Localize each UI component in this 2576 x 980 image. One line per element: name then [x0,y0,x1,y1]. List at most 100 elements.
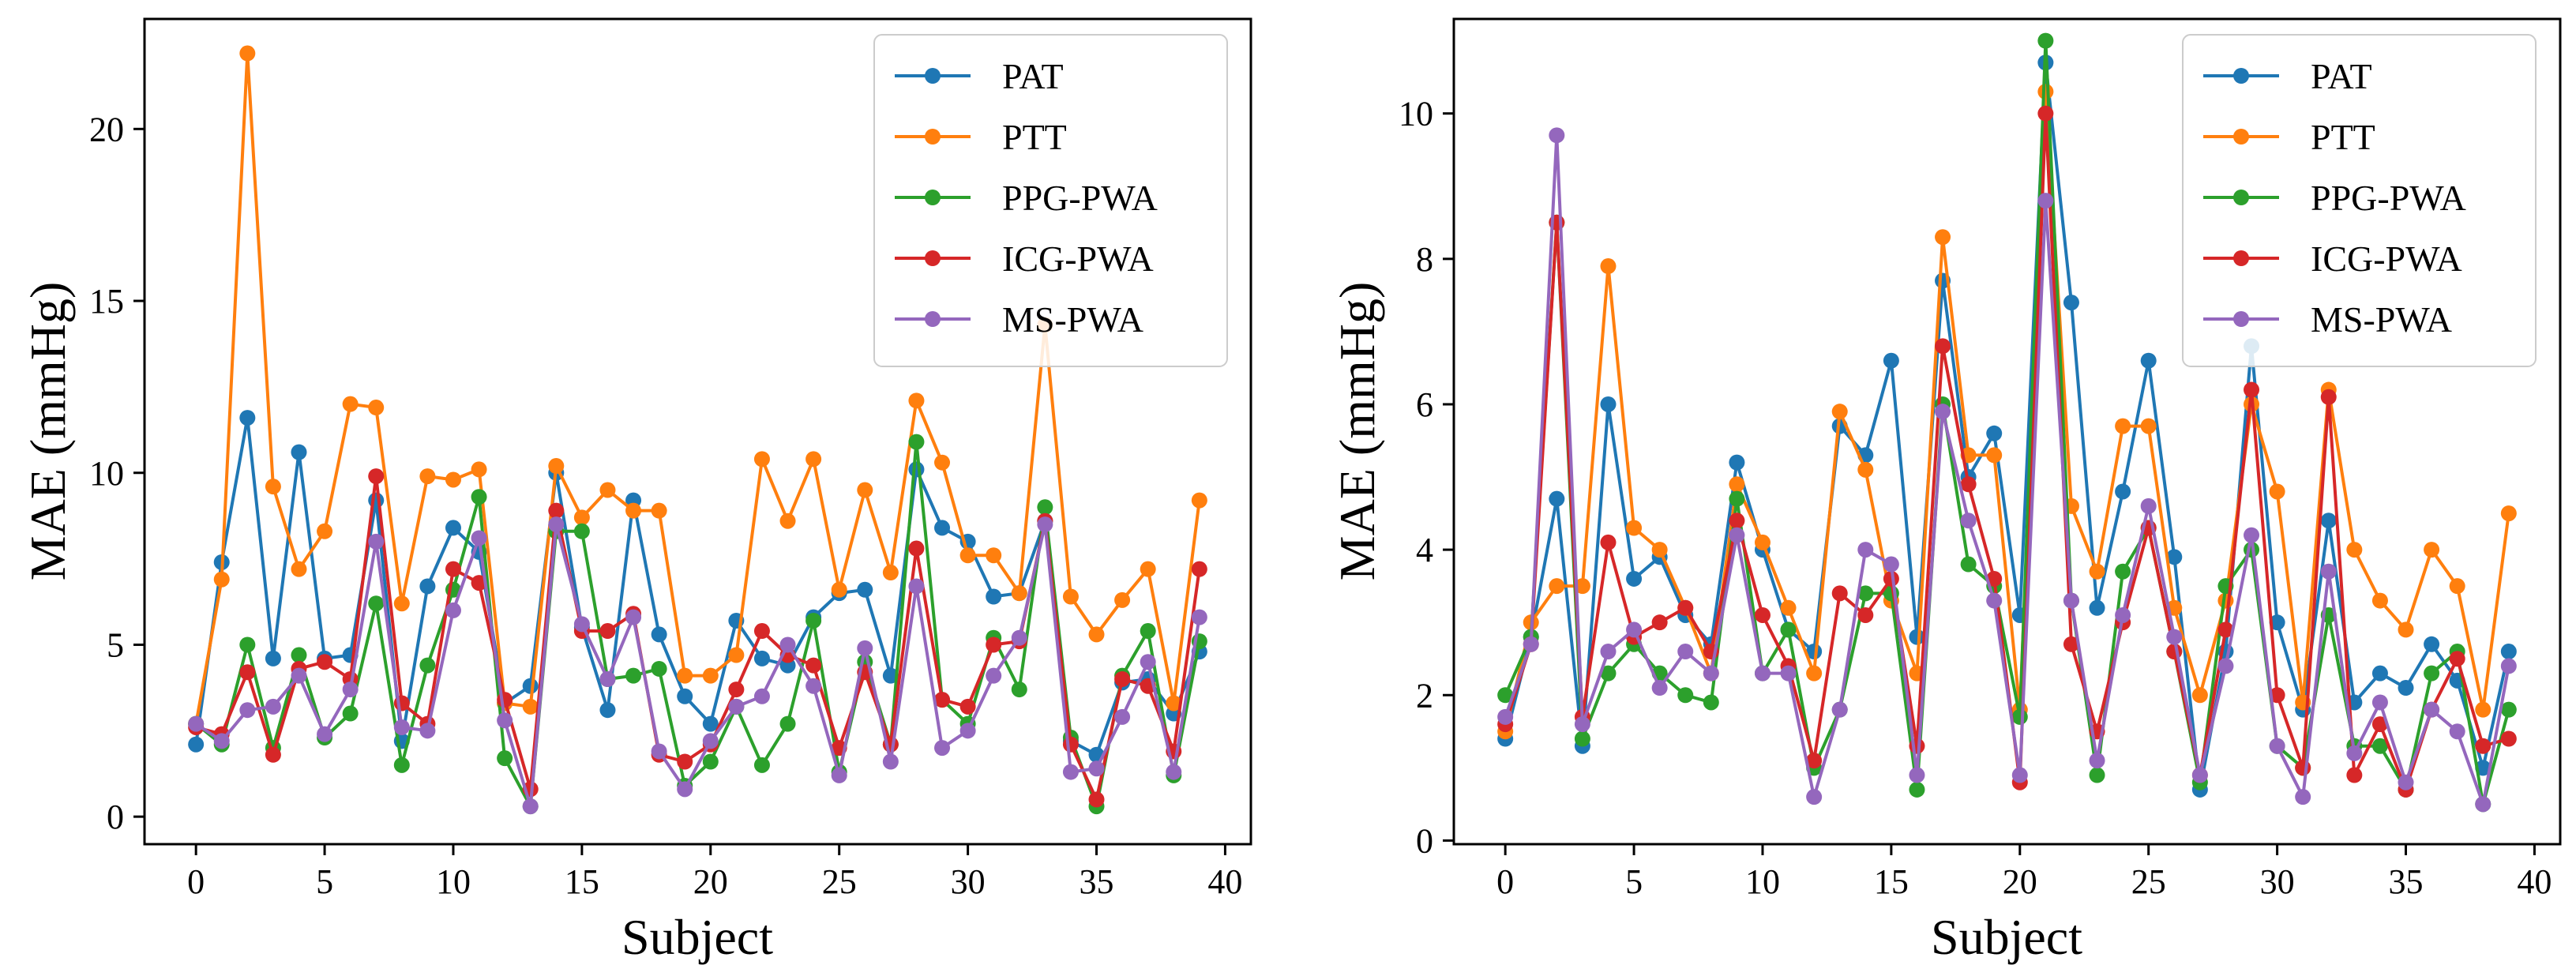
left-y-tick-label: 20 [89,110,124,148]
right-point-ptt [1626,520,1643,536]
left-series-layer [188,45,1207,815]
right-point-ms-pwa [1497,708,1514,725]
left-point-ptt [934,454,951,471]
left-x-tick-label: 25 [822,862,857,901]
right-point-ppg-pwa [1857,585,1874,602]
right-point-ptt [2037,84,2054,100]
left-point-ppg-pwa [625,667,642,684]
left-x-tick-label: 0 [187,862,205,901]
left-point-ptt [908,392,925,409]
left-point-pat [753,650,770,666]
right-legend-label-ppg-pwa: PPG-PWA [2311,178,2466,218]
left-point-ms-pwa [188,715,205,732]
left-point-ms-pwa [1114,708,1131,725]
right-point-ms-pwa [2063,592,2079,609]
left-x-axis-label: Subject [621,909,773,965]
right-legend-label-pat: PAT [2311,56,2372,96]
right-point-ms-pwa [1651,680,1668,697]
right-point-ms-pwa [2191,767,2208,783]
left-point-icg-pwa [265,746,281,763]
left-point-pat [857,581,873,598]
right-point-ptt [1986,447,2003,464]
right-series-ms-pwa [1497,127,2517,813]
left-point-ms-pwa [831,767,847,783]
right-point-ms-pwa [2269,738,2285,754]
left-legend-label-ppg-pwa: PPG-PWA [1002,178,1158,218]
right-y-axis-label: MAE (mmHg) [1329,282,1385,581]
left-legend-marker-pat [925,68,941,84]
right-point-ptt [2115,418,2131,434]
right-legend-marker-ms-pwa [2233,311,2249,327]
left-plot-frame [143,17,1252,846]
right-x-axis-label: Subject [1931,909,2082,965]
right-point-ms-pwa [1986,592,2003,609]
right-point-ms-pwa [2217,658,2234,674]
left-point-pat [188,736,205,753]
left-point-ppg-pwa [779,715,796,732]
left-point-ptt [317,523,333,539]
right-point-ms-pwa [2244,527,2260,543]
left-legend-label-pat: PAT [1002,56,1064,96]
right-legend-label-ptt: PTT [2311,117,2375,157]
right-point-ms-pwa [2295,789,2311,805]
right-point-ms-pwa [2166,629,2183,645]
right-x-tick-label: 15 [1874,862,1909,901]
right-point-ms-pwa [2500,658,2517,674]
left-point-ms-pwa [265,698,281,715]
right-legend-label-ms-pwa: MS-PWA [2311,299,2452,340]
right-point-ppg-pwa [1909,781,1925,798]
right-legend-marker-ptt [2233,129,2249,145]
left-point-ptt [805,451,822,467]
left-axis-ticks: 0 5 10 15 20 25 30 35 40 0 5 10 15 20 [89,110,1242,901]
left-point-icg-pwa [959,698,976,715]
right-point-icg-pwa [2346,767,2363,783]
right-point-ptt [2424,542,2440,558]
right-point-ms-pwa [1909,767,1925,783]
left-point-ms-pwa [677,781,693,798]
right-point-ms-pwa [1729,527,1745,543]
left-chart-panel: 0 5 10 15 20 25 30 35 40 0 5 10 15 20 Subject MAE (mm… [20,17,1252,965]
right-point-icg-pwa [1831,585,1848,602]
left-point-icg-pwa [677,753,693,770]
right-point-icg-pwa [1960,476,1977,493]
left-x-tick-label: 40 [1207,862,1242,901]
left-point-icg-pwa [728,681,745,698]
right-point-ms-pwa [1831,701,1848,718]
left-point-ms-pwa [1011,629,1027,646]
right-point-ptt [2089,563,2105,580]
left-point-ptt [548,458,565,475]
left-point-ptt [677,667,693,684]
right-point-icg-pwa [1883,570,1899,587]
left-point-pat [934,520,951,536]
right-point-icg-pwa [1600,534,1617,550]
right-point-icg-pwa [2500,730,2517,747]
left-x-tick-label: 10 [436,862,471,901]
left-point-ppg-pwa [291,647,307,663]
right-point-ppg-pwa [1677,687,1694,704]
right-point-ppg-pwa [2424,665,2440,681]
left-point-ms-pwa [317,726,333,742]
right-point-ptt [1600,258,1617,275]
left-point-ppg-pwa [368,595,385,612]
left-point-pat [677,688,693,704]
left-point-icg-pwa [497,692,513,708]
right-point-ms-pwa [2011,767,2028,783]
left-x-tick-label: 35 [1080,862,1114,901]
right-x-tick-label: 0 [1496,862,1514,901]
left-point-ptt [1140,561,1156,577]
left-point-ptt [291,561,307,577]
left-x-tick-label: 30 [951,862,986,901]
left-point-ms-pwa [882,753,899,770]
right-series-line-pat [1504,61,2510,791]
left-point-pat [368,492,385,509]
right-y-tick-label: 2 [1416,676,1433,715]
right-point-ptt [2500,505,2517,522]
right-series-line-ms-pwa [1504,133,2510,806]
right-point-ms-pwa [1780,665,1797,681]
left-point-ptt [471,461,487,478]
right-point-ppg-pwa [1729,490,1745,507]
left-series-line-ms-pwa [195,523,1201,809]
left-point-ms-pwa [753,688,770,704]
left-point-ms-pwa [986,667,1002,684]
